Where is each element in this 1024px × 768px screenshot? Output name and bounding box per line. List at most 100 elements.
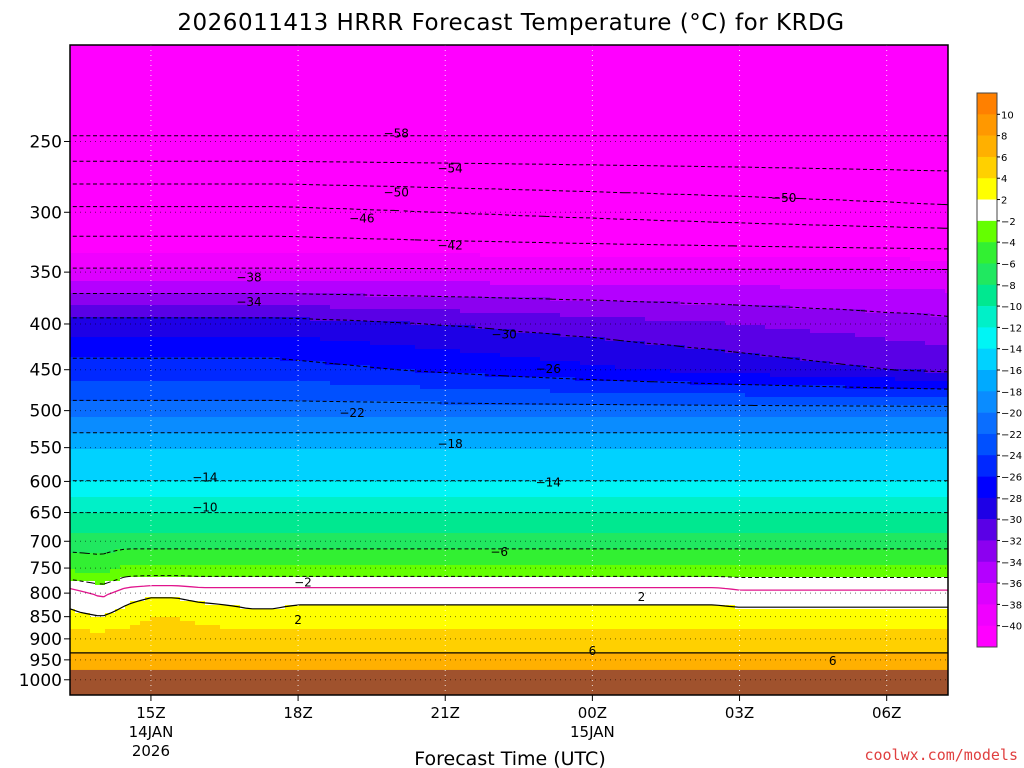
contour-label: −50: [771, 191, 796, 205]
temperature-cell: [70, 577, 121, 582]
temperature-cell: [70, 601, 131, 606]
temperature-cell: [70, 53, 949, 58]
temperature-cell: [460, 309, 866, 314]
contour-label: −58: [384, 127, 409, 141]
temperature-cell: [895, 377, 949, 382]
temperature-cell: [70, 453, 949, 458]
temperature-cell: [70, 345, 416, 350]
colorbar-swatch: [977, 476, 997, 499]
colorbar-label: −8: [1001, 281, 1016, 292]
temperature-cell: [70, 513, 949, 518]
temperature-cell: [800, 357, 949, 362]
temperature-cell: [70, 65, 949, 70]
temperature-cell: [180, 597, 949, 602]
y-tick-label: 250: [30, 132, 62, 152]
temperature-cell: [70, 649, 949, 654]
temperature-cell: [70, 597, 146, 602]
colorbar-label: −40: [1001, 622, 1022, 633]
temperature-cell: [70, 517, 949, 522]
temperature-cell: [70, 573, 949, 578]
temperature-cell: [70, 509, 949, 514]
colorbar-label: 10: [1001, 110, 1014, 121]
colorbar-label: −28: [1001, 494, 1022, 505]
temperature-cell: [70, 641, 949, 646]
temperature-cell: [70, 297, 551, 302]
temperature-cell: [70, 113, 949, 118]
temperature-cell: [70, 205, 949, 210]
contour-label: −2: [294, 575, 312, 589]
temperature-cell: [70, 405, 949, 410]
temperature-cell: [410, 321, 726, 326]
temperature-cell: [70, 97, 949, 102]
temperature-cell: [70, 177, 949, 182]
x-tick-label: 21Z: [431, 704, 460, 722]
temperature-cell: [70, 249, 949, 254]
temperature-cell: [120, 565, 949, 570]
colorbar-label: −22: [1001, 430, 1022, 441]
temperature-cell: [70, 93, 949, 98]
temperature-cell: [75, 569, 111, 574]
temperature-cell: [70, 365, 371, 370]
temperature-cell: [560, 313, 931, 318]
temperature-cell: [75, 609, 116, 614]
temperature-cell: [70, 121, 949, 126]
temperature-cell: [945, 289, 949, 294]
temperature-cell: [70, 189, 949, 194]
temperature-cell: [70, 169, 949, 174]
temperature-cell: [515, 329, 811, 334]
contour-solid: [69, 597, 948, 617]
temperature-cell: [70, 313, 561, 318]
contour-label: −30: [491, 328, 516, 342]
contour-lines: [69, 135, 949, 654]
x-tick-label: 06Z: [872, 704, 901, 722]
temperature-cell: [70, 665, 949, 670]
temperature-cell: [195, 621, 949, 626]
temperature-cell: [70, 653, 949, 658]
temperature-cell: [70, 389, 551, 394]
temperature-cell: [415, 369, 671, 374]
temperature-cell: [70, 229, 949, 234]
colorbar-swatch: [977, 327, 997, 349]
temperature-cell: [70, 261, 949, 266]
contour-labels: −58−54−50 −50−46−42−38−34−30−26−22−18−14−…: [192, 127, 836, 668]
temperature-cell: [70, 333, 561, 338]
temperature-cell: [70, 633, 949, 638]
temperature-cell: [70, 85, 949, 90]
temperature-cell: [70, 429, 949, 434]
surface-ground: [70, 669, 948, 695]
temperature-cell: [440, 401, 949, 406]
colorbar-label: −36: [1001, 579, 1022, 590]
temperature-cell: [70, 609, 76, 614]
temperature-cell: [115, 609, 949, 614]
y-tick-label: 850: [30, 608, 62, 628]
temperature-cell: [70, 617, 151, 622]
temperature-cell: [70, 621, 141, 626]
colorbar-swatch: [977, 604, 997, 626]
temperature-cell: [70, 101, 949, 106]
colorbar-swatch: [977, 135, 997, 158]
temperature-cell: [70, 317, 311, 322]
temperature-cell: [70, 477, 949, 482]
temperature-cell: [70, 117, 949, 122]
temperature-cell: [70, 209, 949, 214]
temperature-cell: [70, 529, 949, 534]
temperature-cell: [475, 325, 766, 330]
temperature-cell: [70, 289, 946, 294]
temperature-cell: [605, 337, 886, 342]
temperature-cell: [70, 45, 949, 50]
colorbar-swatch: [977, 156, 997, 179]
contour-dashed: [70, 357, 949, 390]
x-tick-label: 03Z: [725, 704, 754, 722]
temperature-cell: [725, 321, 949, 326]
temperature-cell: [70, 285, 781, 290]
colorbar-label: −10: [1001, 302, 1022, 313]
temperature-cell: [70, 253, 481, 258]
x-tick-label: 15Z: [136, 704, 165, 722]
temperature-cell: [580, 361, 831, 366]
temperature-cell: [70, 129, 949, 134]
colorbar-label: −4: [1001, 238, 1016, 249]
temperature-cell: [845, 385, 949, 390]
temperature-cell: [70, 417, 949, 422]
temperature-cell: [885, 337, 949, 342]
temperature-cell: [70, 489, 949, 494]
